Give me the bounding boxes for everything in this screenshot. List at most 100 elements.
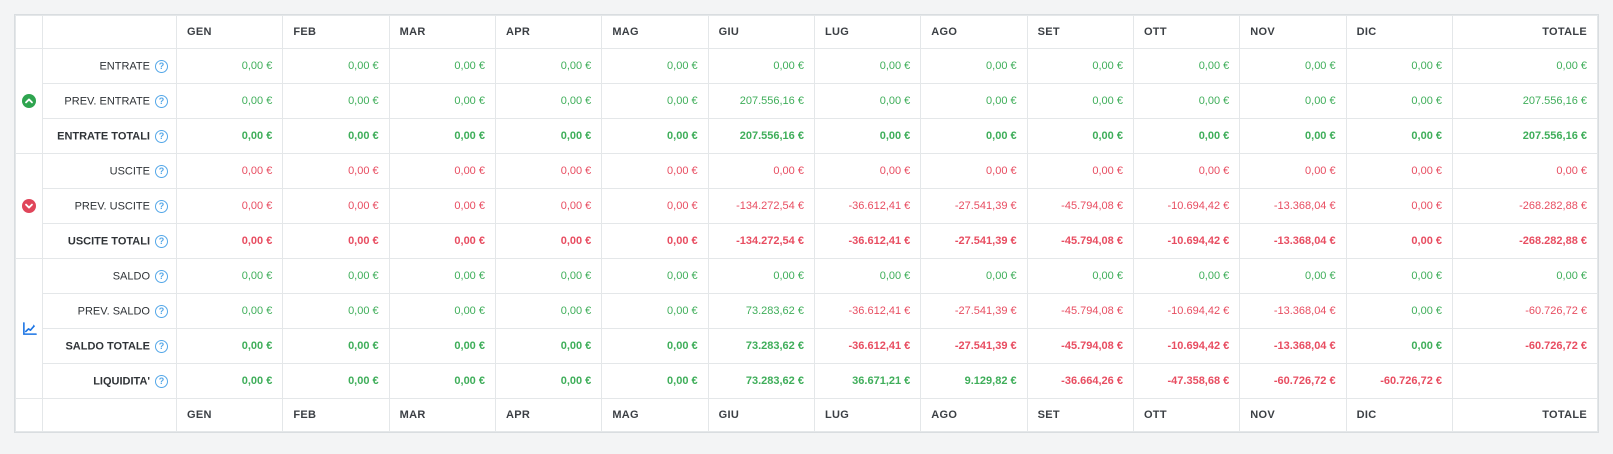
value-cell-ott: 0,00 €: [1132, 83, 1241, 119]
row-label: ENTRATE TOTALI?: [42, 118, 177, 154]
table-footer-row: GEN FEB MAR APR MAG GIU LUG AGO SET OTT NOV DIC TOTA…: [15, 398, 1598, 432]
value-cell-apr: 0,00 €: [494, 258, 603, 294]
value-cell-ago: 9.129,82 €: [920, 363, 1028, 399]
cashflow-table: GEN FEB MAR APR MAG GIU LUG AGO SET OTT NOV DIC TOTA…: [15, 15, 1598, 432]
value-cell-set: -45.794,08 €: [1026, 328, 1134, 364]
column-header-lug: LUG: [813, 398, 922, 432]
value-cell-feb: 0,00 €: [282, 293, 390, 329]
uscite-group-toggle[interactable]: [15, 153, 43, 259]
value-cell-mar: 0,00 €: [388, 258, 496, 294]
corner-icon-cell: [15, 15, 43, 49]
value-cell-lug: 0,00 €: [813, 83, 922, 119]
value-cell-mar: 0,00 €: [388, 293, 496, 329]
value-cell-feb: 0,00 €: [282, 118, 390, 154]
value-cell-totale: 0,00 €: [1452, 258, 1598, 294]
row-label-text: ENTRATE: [99, 60, 150, 72]
column-header-nov: NOV: [1239, 398, 1347, 432]
row-label: PREV. SALDO?: [42, 293, 177, 329]
value-cell-mar: 0,00 €: [388, 83, 496, 119]
value-cell-set: -36.664,26 €: [1026, 363, 1134, 399]
help-icon[interactable]: ?: [155, 234, 168, 248]
value-cell-mag: 0,00 €: [601, 328, 709, 364]
value-cell-nov: -13.368,04 €: [1239, 328, 1347, 364]
value-cell-feb: 0,00 €: [282, 223, 390, 259]
table-row-saldo-totale: SALDO TOTALE? 0,00 €0,00 €0,00 €0,00 €0,0…: [16, 328, 1598, 364]
value-cell-mag: 0,00 €: [601, 188, 709, 224]
value-cell-lug: -36.612,41 €: [813, 188, 922, 224]
corner-icon-cell: [15, 398, 43, 432]
column-header-gen: GEN: [175, 15, 284, 49]
column-header-dic: DIC: [1345, 398, 1454, 432]
value-cell-totale: -60.726,72 €: [1452, 328, 1598, 364]
table-header-row: GEN FEB MAR APR MAG GIU LUG AGO SET OTT NOV DIC TOTA…: [15, 15, 1598, 49]
value-cell-ott: 0,00 €: [1132, 153, 1241, 189]
column-header-nov: NOV: [1239, 15, 1347, 49]
chart-line-icon[interactable]: [22, 322, 37, 335]
value-cell-dic: 0,00 €: [1345, 223, 1454, 259]
value-cell-feb: 0,00 €: [282, 83, 390, 119]
value-cell-giu: 73.283,62 €: [707, 293, 815, 329]
chevron-down-circle-icon[interactable]: [22, 199, 36, 213]
help-icon[interactable]: ?: [155, 339, 168, 353]
table-row-entrate: ENTRATE? 0,00 €0,00 €0,00 €0,00 €0,00 €0,…: [15, 48, 1598, 154]
help-icon[interactable]: ?: [155, 199, 168, 213]
column-header-mar: MAR: [388, 398, 496, 432]
column-header-mag: MAG: [601, 15, 709, 49]
value-cell-mar: 0,00 €: [388, 188, 496, 224]
value-cell-totale: 0,00 €: [1452, 153, 1598, 189]
value-cell-ott: 0,00 €: [1132, 48, 1241, 84]
cashflow-table-panel: GEN FEB MAR APR MAG GIU LUG AGO SET OTT NOV DIC TOTA…: [14, 14, 1599, 433]
value-cell-gen: 0,00 €: [175, 83, 284, 119]
column-header-ott: OTT: [1132, 15, 1241, 49]
row-label: USCITE?: [42, 153, 177, 189]
value-cell-nov: 0,00 €: [1239, 258, 1347, 294]
help-icon[interactable]: ?: [155, 269, 168, 283]
value-cell-nov: 0,00 €: [1239, 48, 1347, 84]
value-cell-ott: -10.694,42 €: [1132, 223, 1241, 259]
value-cell-nov: -13.368,04 €: [1239, 223, 1347, 259]
entrate-group-toggle[interactable]: [15, 48, 43, 154]
row-label-text: PREV. USCITE: [74, 200, 150, 212]
help-icon[interactable]: ?: [155, 374, 168, 388]
value-cell-mar: 0,00 €: [388, 153, 496, 189]
chevron-up-circle-icon[interactable]: [22, 94, 36, 108]
value-cell-set: 0,00 €: [1026, 258, 1134, 294]
value-cell-nov: -13.368,04 €: [1239, 293, 1347, 329]
value-cell-gen: 0,00 €: [175, 153, 284, 189]
value-cell-feb: 0,00 €: [282, 258, 390, 294]
value-cell-giu: -134.272,54 €: [707, 188, 815, 224]
value-cell-lug: 0,00 €: [813, 258, 922, 294]
row-label-text: SALDO TOTALE: [65, 340, 150, 352]
value-cell-apr: 0,00 €: [494, 118, 603, 154]
value-cell-totale: -268.282,88 €: [1452, 188, 1598, 224]
value-cell-mar: 0,00 €: [388, 363, 496, 399]
value-cell-mar: 0,00 €: [388, 328, 496, 364]
value-cell-ago: 0,00 €: [920, 258, 1028, 294]
column-header-lug: LUG: [813, 15, 922, 49]
value-cell-set: -45.794,08 €: [1026, 223, 1134, 259]
value-cell-giu: 73.283,62 €: [707, 328, 815, 364]
value-cell-giu: 0,00 €: [707, 153, 815, 189]
help-icon[interactable]: ?: [155, 164, 168, 178]
value-cell-apr: 0,00 €: [494, 328, 603, 364]
value-cell-dic: 0,00 €: [1345, 48, 1454, 84]
value-cell-lug: -36.612,41 €: [813, 293, 922, 329]
column-header-ago: AGO: [920, 398, 1028, 432]
row-label: PREV. ENTRATE?: [42, 83, 177, 119]
value-cell-dic: 0,00 €: [1345, 328, 1454, 364]
help-icon[interactable]: ?: [155, 304, 168, 318]
help-icon[interactable]: ?: [155, 129, 168, 143]
value-cell-dic: 0,00 €: [1345, 258, 1454, 294]
saldo-group-toggle[interactable]: [15, 258, 43, 399]
value-cell-gen: 0,00 €: [175, 188, 284, 224]
table-row-saldo: SALDO? 0,00 €0,00 €0,00 €0,00 €0,00 €0,00…: [15, 258, 1598, 399]
help-icon[interactable]: ?: [155, 59, 168, 73]
column-header-set: SET: [1026, 15, 1134, 49]
value-cell-giu: 0,00 €: [707, 258, 815, 294]
value-cell-set: 0,00 €: [1026, 48, 1134, 84]
value-cell-mag: 0,00 €: [601, 363, 709, 399]
value-cell-lug: 0,00 €: [813, 118, 922, 154]
row-label-text: LIQUIDITA': [93, 375, 150, 387]
value-cell-gen: 0,00 €: [175, 258, 284, 294]
help-icon[interactable]: ?: [155, 94, 168, 108]
